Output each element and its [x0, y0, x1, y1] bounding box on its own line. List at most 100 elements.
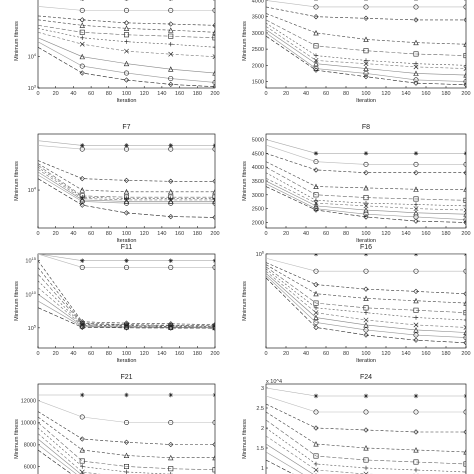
x-tick-label: 180 — [441, 351, 450, 357]
series-line — [266, 277, 466, 344]
x-tick-label: 180 — [193, 231, 202, 237]
series-line — [266, 29, 466, 76]
data-point — [313, 314, 319, 321]
x-tick-label: 200 — [461, 231, 470, 237]
series-line — [266, 172, 466, 207]
data-point — [313, 4, 319, 10]
series-group — [38, 0, 215, 88]
data-point — [124, 39, 129, 44]
data-point — [413, 80, 419, 86]
data-point — [463, 325, 466, 330]
x-axis-label: Iteration — [356, 358, 376, 364]
data-point — [413, 409, 419, 415]
data-point — [168, 454, 174, 461]
data-point — [463, 429, 466, 435]
data-point — [463, 151, 466, 156]
panel-title: F16 — [360, 244, 372, 251]
x-axis-label: Iteration — [356, 98, 376, 104]
data-point — [413, 337, 419, 343]
x-tick-label: 60 — [323, 91, 329, 97]
y-tick-label: 1010 — [25, 290, 36, 299]
data-point — [463, 41, 466, 47]
x-tick-label: 140 — [157, 91, 166, 97]
data-point — [363, 295, 369, 301]
x-tick-label: 140 — [157, 351, 166, 357]
panel-6: F16 0 20 40 60 80 100 120 140 160 180 200 Iteration M… — [242, 244, 471, 364]
series-line — [266, 411, 466, 453]
data-point — [168, 264, 174, 270]
data-point — [212, 258, 215, 263]
x-tick-label: 20 — [53, 231, 59, 237]
data-point — [413, 327, 419, 333]
x-tick-label: 80 — [106, 231, 112, 237]
x-tick-label: 60 — [323, 351, 329, 357]
data-point — [124, 324, 130, 330]
data-point — [124, 146, 130, 152]
data-point — [313, 305, 319, 311]
data-point — [363, 310, 369, 315]
series-line — [38, 174, 215, 204]
data-point — [413, 332, 419, 338]
data-point — [168, 472, 173, 474]
y-tick-label: 10000 — [21, 421, 36, 427]
x-tick-label: 140 — [157, 231, 166, 237]
data-point — [313, 67, 319, 73]
data-point — [124, 200, 130, 206]
data-point — [413, 4, 419, 10]
data-point — [463, 66, 466, 71]
data-point — [363, 65, 369, 72]
data-point — [413, 322, 419, 328]
x-tick-label: 120 — [140, 351, 149, 357]
x-tick-label: 60 — [323, 231, 329, 237]
data-point — [79, 414, 85, 420]
x-tick-label: 180 — [193, 91, 202, 97]
data-point — [463, 310, 466, 316]
series-line — [38, 307, 215, 329]
data-point — [212, 325, 215, 331]
y-tick-label: 8000 — [24, 443, 36, 449]
panel-title: F21 — [120, 374, 132, 381]
data-point — [313, 167, 319, 173]
data-point — [79, 70, 85, 76]
data-point — [124, 32, 130, 38]
series-line — [266, 183, 466, 221]
data-point — [124, 264, 130, 270]
data-point — [363, 61, 369, 67]
data-point — [413, 77, 419, 83]
data-point — [413, 61, 419, 66]
x-tick-label: 200 — [461, 91, 470, 97]
x-tick-label: 120 — [381, 351, 390, 357]
data-point — [313, 467, 319, 473]
series-line — [38, 411, 215, 445]
data-point — [168, 213, 174, 220]
data-point — [413, 202, 419, 207]
data-point — [463, 72, 466, 78]
x-tick-label: 180 — [193, 351, 202, 357]
data-point — [463, 461, 466, 467]
data-point — [80, 258, 85, 263]
data-point — [79, 7, 85, 13]
x-tick-label: 60 — [88, 231, 94, 237]
data-point — [413, 64, 419, 70]
y-tick-label: 1015 — [25, 256, 36, 265]
data-point — [313, 290, 319, 297]
data-point — [124, 469, 129, 474]
series-line — [266, 451, 304, 474]
data-point — [212, 70, 215, 76]
data-point — [363, 457, 369, 463]
y-axis-label: Minimum fitness — [14, 281, 20, 321]
data-point — [463, 170, 466, 176]
data-point — [79, 187, 85, 193]
series-line — [266, 32, 466, 82]
series-line — [38, 6, 215, 11]
series-line — [38, 37, 215, 74]
x-tick-label: 80 — [343, 91, 349, 97]
series-line — [266, 144, 466, 165]
y-tick-label: 106 — [256, 250, 265, 259]
data-point — [212, 35, 215, 41]
data-point — [413, 161, 419, 167]
data-point — [463, 17, 466, 23]
data-point — [413, 196, 419, 202]
panel-title: F11 — [121, 244, 133, 251]
